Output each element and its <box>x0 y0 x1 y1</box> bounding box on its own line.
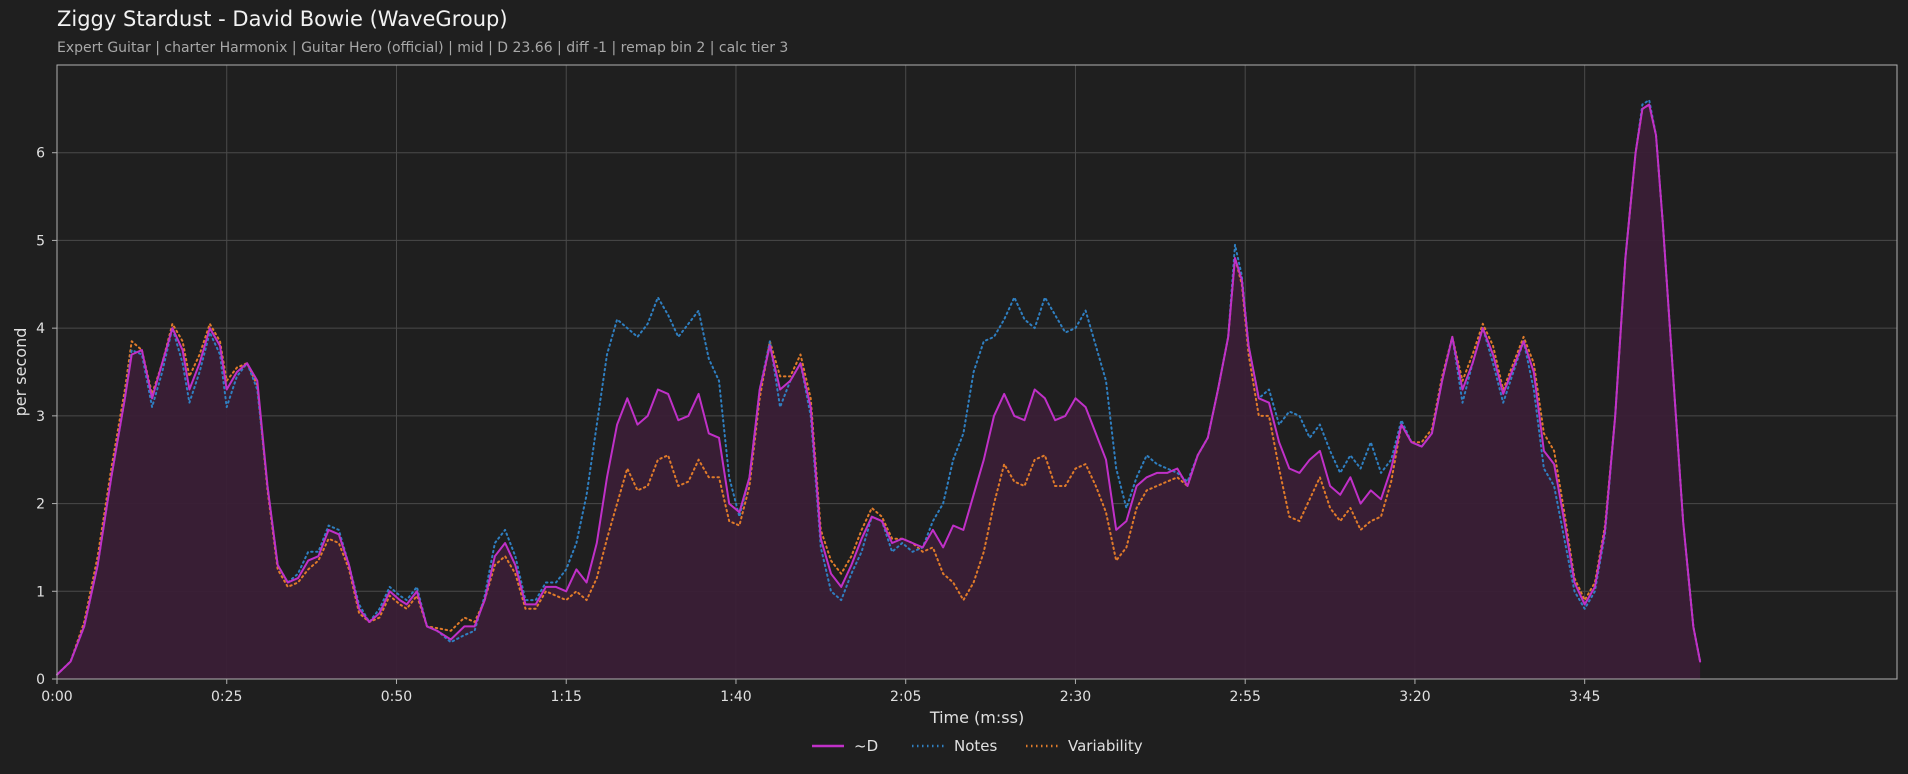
y-tick-label: 6 <box>36 146 45 162</box>
x-tick-label: 2:55 <box>1229 689 1260 705</box>
y-axis-ticks: 0 1 2 3 4 5 6 <box>36 146 57 688</box>
x-tick-label: 0:25 <box>211 689 242 705</box>
x-tick-label: 3:45 <box>1569 689 1600 705</box>
chart-title: Ziggy Stardust - David Bowie (WaveGroup) <box>57 7 508 31</box>
y-tick-label: 3 <box>36 409 45 425</box>
y-tick-label: 0 <box>36 672 45 688</box>
series-fill-~D <box>57 104 1701 679</box>
x-tick-label: 3:20 <box>1399 689 1430 705</box>
x-tick-label: 1:40 <box>720 689 751 705</box>
x-tick-label: 0:00 <box>41 689 72 705</box>
legend-label: Notes <box>954 737 998 755</box>
legend-label: ~D <box>854 737 878 755</box>
chart-subtitle: Expert Guitar | charter Harmonix | Guita… <box>57 40 789 56</box>
x-axis-label: Time (m:ss) <box>929 708 1024 727</box>
x-axis-ticks: 0:00 0:25 0:50 1:15 1:40 2:05 2:30 2:55 3:20 3:45 <box>41 679 1600 705</box>
y-tick-label: 5 <box>36 233 45 249</box>
x-tick-label: 2:05 <box>890 689 921 705</box>
series-line-~D <box>56 103 1702 676</box>
y-axis-label: per second <box>11 328 30 417</box>
y-tick-label: 1 <box>36 584 45 600</box>
fill-layer <box>57 104 1701 679</box>
y-tick-label: 4 <box>36 321 45 337</box>
series-layer <box>56 99 1702 676</box>
x-tick-label: 0:50 <box>381 689 412 705</box>
x-tick-label: 2:30 <box>1060 689 1091 705</box>
y-tick-label: 2 <box>36 497 45 513</box>
plot-frame <box>56 64 1898 680</box>
legend-label: Variability <box>1068 737 1143 755</box>
x-tick-label: 1:15 <box>550 689 581 705</box>
legend: ~D Notes Variability <box>812 737 1143 755</box>
